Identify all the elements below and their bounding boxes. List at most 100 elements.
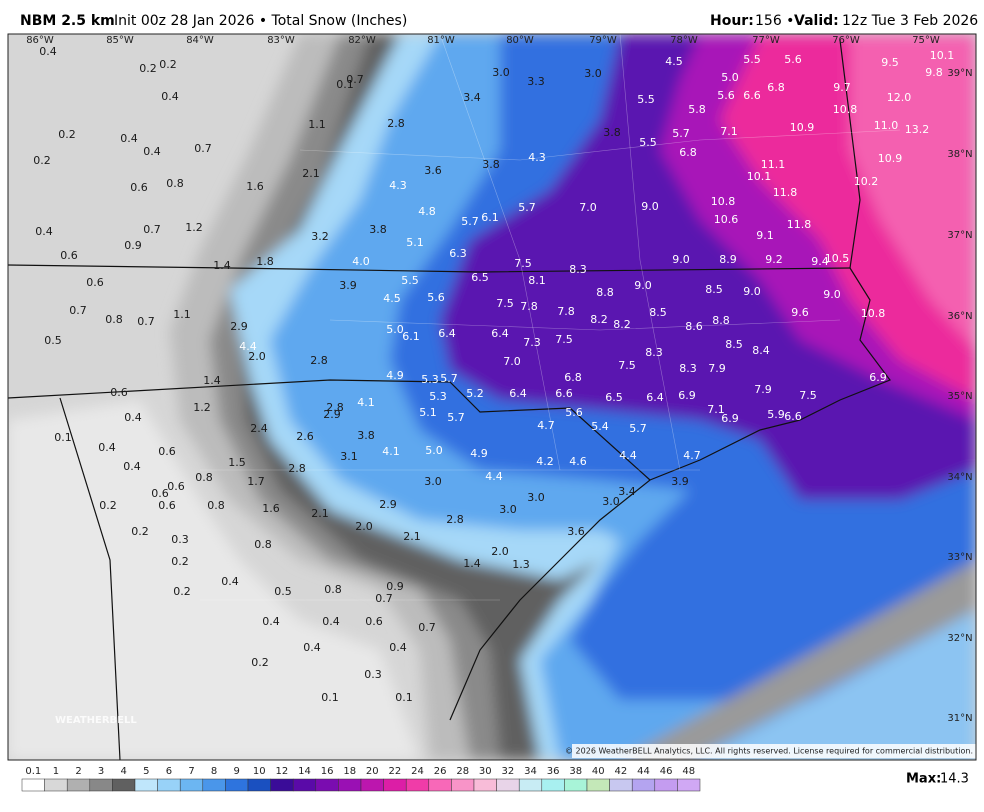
snow-amount: 7.5 [496, 297, 514, 310]
snow-amount: 7.5 [555, 333, 573, 346]
legend-swatch [631, 778, 656, 792]
legend-label: 2 [75, 766, 81, 777]
longitude-label: 85°W [106, 35, 134, 46]
snow-amount: 0.8 [207, 499, 225, 512]
snow-amount: 0.4 [262, 615, 280, 628]
snow-amount: 3.2 [311, 230, 329, 243]
snow-amount: 8.6 [685, 320, 703, 333]
snow-amount: 0.2 [173, 585, 191, 598]
snow-amount: 5.0 [721, 71, 739, 84]
snow-amount: 10.9 [790, 121, 815, 134]
legend-label: 8 [211, 766, 217, 777]
longitude-label: 79°W [589, 35, 617, 46]
legend-swatch [609, 778, 633, 792]
snow-amount: 4.4 [239, 340, 257, 353]
snow-amount: 7.1 [707, 403, 725, 416]
model-name: NBM 2.5 km [20, 13, 115, 29]
legend-label: 20 [366, 766, 379, 777]
snow-amount: 2.9 [230, 320, 248, 333]
snow-amount: 5.7 [518, 201, 536, 214]
snow-amount: 8.3 [679, 362, 697, 375]
snow-amount: 4.5 [383, 292, 401, 305]
snow-amount: 7.8 [520, 300, 538, 313]
snow-amount: 9.7 [833, 81, 851, 94]
snow-amount: 6.4 [509, 387, 527, 400]
snow-amount: 5.5 [743, 53, 761, 66]
snow-amount: 2.4 [250, 422, 268, 435]
legend-swatch [21, 778, 45, 792]
snow-amount: 3.0 [424, 475, 442, 488]
legend-swatch [270, 778, 294, 792]
snow-amount: 0.4 [389, 641, 407, 654]
legend-swatch [157, 778, 181, 792]
snow-amount: 0.6 [86, 276, 104, 289]
snow-amount: 5.7 [629, 422, 647, 435]
snow-amount: 1.6 [262, 502, 280, 515]
valid-time: 12z Tue 3 Feb 2026 [842, 13, 978, 29]
snow-amount: 0.1 [54, 431, 72, 444]
snow-amount: 0.4 [98, 441, 116, 454]
latitude-label: 36°N [947, 311, 972, 322]
snow-amount: 8.3 [569, 263, 587, 276]
snow-amount: 0.1 [321, 691, 339, 704]
snow-amount: 3.0 [602, 495, 620, 508]
snow-amount: 9.2 [765, 253, 783, 266]
snow-amount: 10.1 [747, 170, 772, 183]
longitude-label: 77°W [752, 35, 780, 46]
legend-swatch [247, 778, 271, 792]
snow-amount: 4.4 [485, 470, 503, 483]
snow-amount: 2.6 [296, 430, 314, 443]
snow-amount: 6.5 [605, 391, 623, 404]
snow-amount: 8.2 [613, 318, 631, 331]
snow-amount: 5.8 [688, 103, 706, 116]
snow-amount: 0.4 [221, 575, 239, 588]
snow-amount: 4.1 [382, 445, 400, 458]
max-value: 14.3 [940, 772, 969, 787]
snow-amount: 0.2 [159, 58, 177, 71]
watermark: WEATHERBELL [55, 715, 137, 726]
snow-amount: 1.3 [512, 558, 530, 571]
snow-amount: 0.2 [131, 525, 149, 538]
snow-amount: 12.0 [887, 91, 912, 104]
snow-amount: 0.6 [60, 249, 78, 262]
snow-amount: 2.9 [323, 408, 341, 421]
snow-amount: 7.9 [708, 362, 726, 375]
latitude-label: 31°N [947, 713, 972, 724]
longitude-label: 78°W [670, 35, 698, 46]
snow-amount: 3.4 [463, 91, 481, 104]
snow-amount: 2.8 [446, 513, 464, 526]
legend-label: 7 [188, 766, 194, 777]
snow-amount: 8.5 [725, 338, 743, 351]
snow-amount: 0.6 [365, 615, 383, 628]
init-title: Init 00z 28 Jan 2026 • Total Snow (Inche… [114, 13, 407, 29]
snow-amount: 0.7 [375, 592, 393, 605]
snow-amount: 2.8 [310, 354, 328, 367]
legend-swatch [112, 778, 136, 792]
snow-amount: 0.7 [69, 304, 87, 317]
snow-amount: 2.8 [288, 462, 306, 475]
legend-swatch [383, 778, 407, 792]
snow-amount: 4.0 [352, 255, 370, 268]
legend-swatch [225, 778, 249, 792]
snow-amount: 3.8 [482, 158, 500, 171]
snow-amount: 0.6 [167, 480, 185, 493]
snow-amount: 5.6 [784, 53, 802, 66]
snow-amount: 5.3 [421, 373, 439, 386]
snow-amount: 3.8 [357, 429, 375, 442]
legend-label: 14 [298, 766, 311, 777]
snow-amount: 3.0 [527, 491, 545, 504]
snow-amount: 4.9 [470, 447, 488, 460]
snow-amount: 0.3 [171, 533, 189, 546]
latitude-label: 38°N [947, 149, 972, 160]
legend-swatch [586, 778, 610, 792]
snow-amount: 7.8 [557, 305, 575, 318]
legend-label: 5 [143, 766, 149, 777]
snow-amount: 7.5 [618, 359, 636, 372]
snow-amount: 11.8 [773, 186, 798, 199]
longitude-label: 76°W [832, 35, 860, 46]
snow-amount: 3.6 [567, 525, 585, 538]
latitude-label: 33°N [947, 552, 972, 563]
snow-amount: 1.1 [173, 308, 191, 321]
legend-label: 32 [502, 766, 515, 777]
snow-amount: 0.5 [274, 585, 292, 598]
